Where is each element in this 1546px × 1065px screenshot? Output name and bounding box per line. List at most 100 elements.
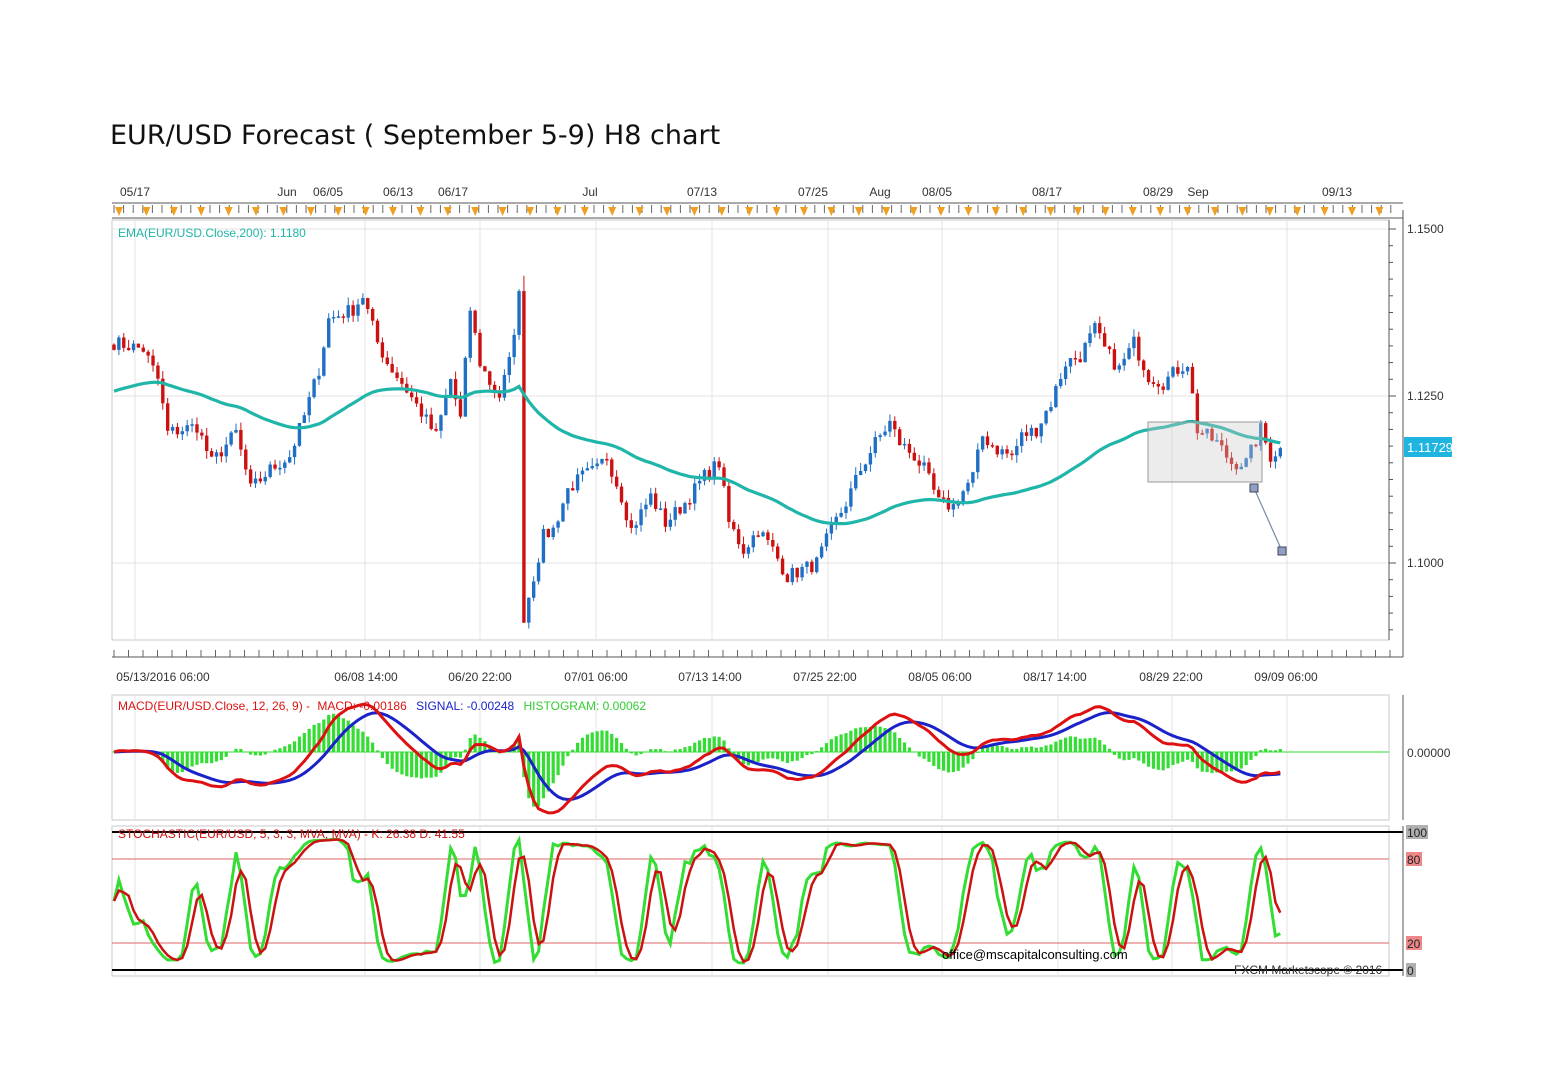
- macd-histogram-bar: [561, 752, 565, 766]
- candle-bull: [287, 457, 292, 463]
- macd-histogram-bar: [888, 729, 892, 752]
- stoch-level-20: 20: [1407, 937, 1421, 951]
- candle-bear: [736, 529, 741, 545]
- macd-histogram-bar: [1259, 750, 1263, 752]
- candle-bull: [1000, 449, 1004, 455]
- macd-histogram-bar: [566, 752, 570, 757]
- candle-bull: [854, 474, 858, 489]
- top-date-label: 05/17: [120, 185, 150, 199]
- candle-bear: [434, 428, 438, 431]
- macd-histogram-bar: [536, 752, 541, 807]
- candle-bear: [112, 344, 116, 350]
- macd-histogram-bar: [1127, 752, 1131, 760]
- candle-bull: [863, 464, 868, 471]
- candle-bull: [1278, 448, 1283, 457]
- macd-histogram-bar: [278, 748, 282, 752]
- macd-histogram-bar: [1073, 736, 1077, 752]
- macd-histogram-bar: [1029, 746, 1034, 752]
- macd-histogram-bar: [922, 752, 926, 759]
- macd-histogram-bar: [292, 741, 297, 752]
- candle-bear: [419, 403, 424, 417]
- macd-histogram-bar: [756, 752, 760, 762]
- candle-bull: [883, 431, 887, 436]
- top-date-label: Jun: [277, 185, 296, 199]
- time-label: 09/09 06:00: [1254, 670, 1318, 684]
- candle-bull: [1127, 348, 1131, 359]
- candle-bull: [649, 493, 653, 505]
- time-label: 06/20 22:00: [448, 670, 512, 684]
- macd-legend: MACD(EUR/USD.Close, 12, 26, 9) - MACD: -…: [118, 699, 646, 713]
- macd-histogram-bar: [180, 752, 184, 773]
- candle-bear: [912, 452, 917, 461]
- candle-bull: [512, 334, 516, 358]
- forecast-start-marker[interactable]: [1249, 483, 1259, 493]
- candle-bear: [1224, 445, 1229, 458]
- top-date-label: 06/13: [383, 185, 413, 199]
- stoch-level-100: 100: [1407, 826, 1427, 840]
- macd-histogram-bar: [1137, 752, 1141, 761]
- session-marker: [334, 207, 343, 216]
- candle-bear: [400, 377, 404, 384]
- macd-histogram-bar: [346, 720, 350, 752]
- candle-bull: [819, 546, 824, 558]
- macd-histogram-bar: [1132, 752, 1136, 759]
- candle-bull: [331, 317, 336, 319]
- candle-bear: [366, 298, 370, 309]
- candle-bull: [356, 304, 360, 316]
- macd-histogram-bar: [698, 740, 702, 752]
- session-marker: [1238, 207, 1247, 216]
- macd-histogram-bar: [1122, 752, 1126, 761]
- candle-bull: [263, 476, 267, 482]
- top-date-label: 06/05: [313, 185, 343, 199]
- macd-histogram-bar: [1234, 752, 1238, 771]
- candle-bear: [1146, 370, 1151, 383]
- macd-histogram-bar: [385, 752, 389, 764]
- current-price-label: 1.11729: [1407, 440, 1453, 455]
- session-marker: [745, 207, 754, 216]
- macd-histogram-bar: [951, 752, 955, 773]
- candle-bear: [546, 528, 551, 538]
- macd-histogram-bar: [795, 752, 799, 761]
- macd-histogram-bar: [800, 752, 804, 759]
- macd-histogram-bar: [849, 730, 853, 752]
- candle-bull: [327, 318, 331, 348]
- candle-bull: [634, 525, 638, 528]
- candle-bear: [429, 414, 433, 429]
- candle-bear: [1005, 449, 1009, 454]
- candle-bull: [502, 374, 507, 398]
- candle-bear: [571, 488, 575, 491]
- macd-line: [113, 702, 1281, 815]
- candle-bear: [1220, 440, 1224, 446]
- macd-histogram-bar: [210, 752, 214, 764]
- candle-bull: [307, 397, 311, 416]
- forecast-end-marker[interactable]: [1277, 546, 1287, 556]
- top-date-strip: 05/17 Jun 06/05 06/13 06/17 Jul 07/13 07/25 Aug 0…: [112, 185, 1403, 219]
- top-date-label: 08/29: [1143, 185, 1173, 199]
- candle-bull: [761, 532, 765, 537]
- macd-histogram-bar: [956, 752, 960, 771]
- macd-histogram-bar: [780, 752, 785, 762]
- macd-histogram-bar: [785, 752, 790, 764]
- macd-histogram-bar: [1273, 750, 1278, 752]
- candle-bear: [1102, 333, 1107, 347]
- candle-bear: [473, 310, 477, 333]
- macd-histogram-bar: [488, 745, 492, 752]
- macd-histogram-bar: [1054, 741, 1058, 752]
- macd-histogram-bar: [932, 752, 936, 766]
- macd-histogram-bar: [1083, 738, 1087, 752]
- macd-histogram-bar: [722, 740, 726, 752]
- candle-bull: [229, 432, 233, 445]
- forecast-arrow: [1249, 483, 1287, 556]
- candle-bear: [775, 546, 780, 559]
- candle-bull: [575, 474, 580, 491]
- macd-histogram-bar: [1034, 747, 1038, 752]
- candle-bull: [439, 415, 443, 431]
- session-marker: [580, 207, 589, 216]
- macd-histogram-bar: [663, 751, 668, 752]
- candle-bull: [639, 509, 643, 526]
- macd-histogram-bar: [200, 752, 204, 764]
- macd-histogram-bar: [702, 737, 707, 752]
- macd-histogram-bar: [361, 731, 365, 752]
- session-marker: [1211, 207, 1219, 216]
